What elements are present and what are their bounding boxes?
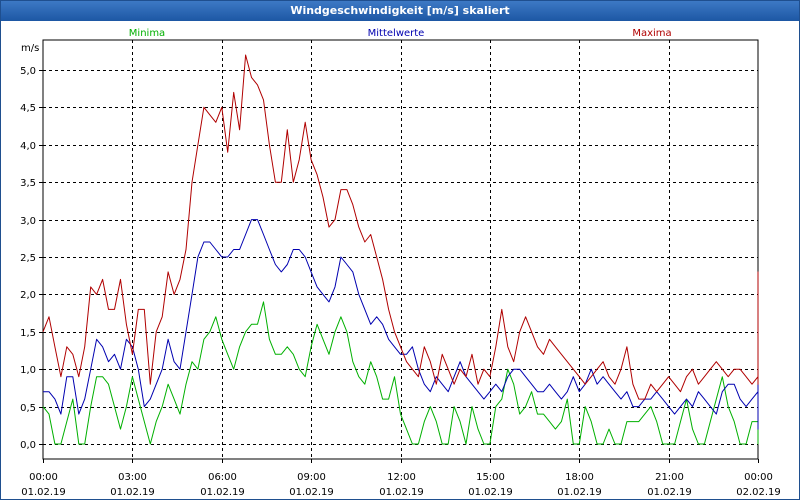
legend-layer: Minima Mittelwerte Maxima [129, 28, 672, 39]
x-tick-time: 03:00 [118, 472, 147, 483]
y-axis-unit: m/s [21, 43, 39, 54]
x-tick-date: 01.02.19 [379, 487, 424, 498]
series-line-maxima [42, 54, 759, 400]
chart-title: Windgeschwindigkeit [m/s] skaliert [1, 1, 799, 21]
x-tick-time: 18:00 [565, 472, 594, 483]
x-tick-time: 06:00 [208, 472, 237, 483]
x-tick-date: 01.02.19 [200, 487, 245, 498]
x-tick-date: 01.02.19 [289, 487, 334, 498]
x-tick-time: 21:00 [655, 472, 684, 483]
x-tick-time: 15:00 [476, 472, 505, 483]
x-tick-time: 12:00 [387, 472, 416, 483]
y-tick-label: 3,0 [20, 216, 36, 227]
x-tick-date: 01.02.19 [21, 487, 66, 498]
x-tick-time: 09:00 [297, 472, 326, 483]
y-tick-label: 0,5 [20, 403, 36, 414]
x-tick-date: 02.02.19 [736, 487, 781, 498]
y-tick-label: 5,0 [20, 66, 36, 77]
x-tick-date: 01.02.19 [110, 487, 155, 498]
axis-layer: 0,0 0,5 1,0 1,5 2,0 2,5 3,0 3,5 4,0 4,5 5,0 00:00 01… [20, 43, 781, 498]
legend-entry-minima: Minima [129, 28, 165, 39]
y-tick-label: 1,0 [20, 365, 36, 376]
x-tick-date: 01.02.19 [468, 487, 513, 498]
x-tick-date: 01.02.19 [647, 487, 692, 498]
series-line-mittelwerte [43, 219, 759, 430]
x-tick-time: 00:00 [744, 472, 773, 483]
y-tick-label: 1,5 [20, 328, 36, 339]
legend-entry-maxima: Maxima [632, 28, 671, 39]
grid-layer [42, 39, 759, 460]
x-tick-time: 00:00 [29, 472, 58, 483]
plot-area [42, 39, 759, 460]
y-tick-label: 4,0 [20, 141, 36, 152]
y-tick-label: 2,5 [20, 253, 36, 264]
legend-entry-mittelwerte: Mittelwerte [368, 28, 425, 39]
series-layer [42, 54, 759, 445]
y-tick-label: 4,5 [20, 103, 36, 114]
y-tick-label: 3,5 [20, 178, 36, 189]
x-tick-date: 01.02.19 [557, 487, 602, 498]
y-tick-label: 0,0 [20, 440, 36, 451]
y-tick-label: 2,0 [20, 290, 36, 301]
